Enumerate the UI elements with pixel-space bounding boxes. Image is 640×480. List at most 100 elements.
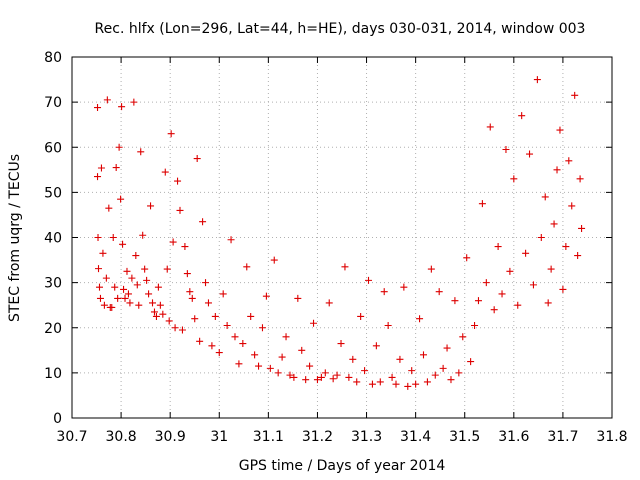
data-point [400, 283, 408, 291]
x-tick-label: 31.2 [302, 429, 333, 445]
data-point [518, 112, 526, 120]
data-point [384, 321, 392, 329]
x-axis-label: GPS time / Days of year 2014 [239, 458, 446, 474]
data-point [447, 376, 455, 384]
data-point [474, 297, 482, 305]
data-point [522, 249, 530, 257]
data-point [191, 315, 199, 323]
data-point [219, 290, 227, 298]
data-point [302, 376, 310, 384]
data-point [111, 283, 119, 291]
data-point [235, 360, 243, 368]
data-point [467, 358, 475, 366]
data-point [427, 265, 435, 273]
data-point [337, 340, 345, 348]
data-point [227, 236, 235, 244]
data-point [123, 267, 131, 275]
data-point [388, 373, 396, 381]
data-point [119, 240, 127, 248]
data-point [193, 155, 201, 163]
data-point [529, 281, 537, 289]
data-point [262, 292, 270, 300]
data-point [109, 234, 117, 241]
data-point [121, 294, 129, 302]
y-tick-label: 10 [44, 366, 62, 382]
data-point [451, 297, 459, 305]
data-point [211, 312, 219, 320]
data-point [126, 299, 134, 307]
y-tick-label: 20 [44, 321, 62, 337]
data-point [459, 333, 467, 341]
data-point [349, 355, 357, 363]
y-tick-label: 80 [44, 50, 62, 66]
data-point [333, 371, 341, 379]
data-point [270, 256, 278, 264]
data-point [114, 294, 122, 302]
data-point [103, 96, 111, 104]
x-tick-label: 31.3 [351, 429, 382, 445]
data-point [247, 312, 255, 320]
data-point [243, 263, 251, 271]
y-tick-label: 60 [44, 140, 62, 156]
data-point [199, 218, 207, 226]
data-point [380, 288, 388, 296]
data-point [188, 294, 196, 302]
chart-title: Rec. hlfx (Lon=296, Lat=44, h=HE), days … [95, 21, 586, 37]
y-tick-label: 30 [44, 276, 62, 292]
data-point [321, 369, 329, 377]
data-point [135, 301, 143, 309]
data-point [133, 281, 141, 289]
data-point [408, 367, 416, 375]
data-point [181, 243, 189, 251]
data-point [167, 130, 175, 138]
data-point [223, 321, 231, 329]
data-point [105, 204, 113, 212]
x-tick-label: 31.6 [498, 429, 529, 445]
data-point [294, 294, 302, 302]
grid-lines [72, 57, 612, 418]
data-point [156, 301, 164, 309]
data-point [274, 369, 282, 377]
data-point [547, 265, 555, 273]
data-point [368, 380, 376, 388]
data-point [266, 364, 274, 372]
data-point [143, 276, 151, 284]
data-point [431, 371, 439, 379]
data-point [506, 267, 514, 275]
data-point [482, 279, 490, 287]
data-point [559, 285, 567, 293]
data-point [310, 319, 318, 327]
data-point [550, 220, 558, 228]
data-point [455, 369, 463, 377]
data-point [204, 299, 212, 307]
data-point [118, 103, 126, 111]
data-point [100, 301, 108, 309]
data-point [161, 168, 169, 176]
y-tick-label: 50 [44, 185, 62, 201]
data-point [471, 321, 479, 329]
data-point [562, 243, 570, 251]
data-point [463, 254, 471, 262]
data-point [186, 288, 194, 296]
plot-frame [71, 56, 613, 419]
x-tick-label: 31.5 [449, 429, 480, 445]
data-point [94, 234, 102, 241]
data-point [99, 249, 107, 257]
data-point [215, 349, 223, 357]
data-point [404, 382, 412, 390]
data-point [568, 202, 576, 210]
data-point [565, 157, 573, 165]
data-point [578, 224, 586, 232]
data-point [171, 324, 179, 332]
x-tick-label: 31.1 [253, 429, 284, 445]
data-point [365, 276, 373, 284]
data-point [150, 308, 158, 316]
data-point [163, 265, 171, 273]
data-point [341, 263, 349, 271]
data-point [152, 312, 160, 320]
data-point [97, 164, 105, 172]
data-point [145, 290, 153, 298]
data-point [541, 193, 549, 201]
